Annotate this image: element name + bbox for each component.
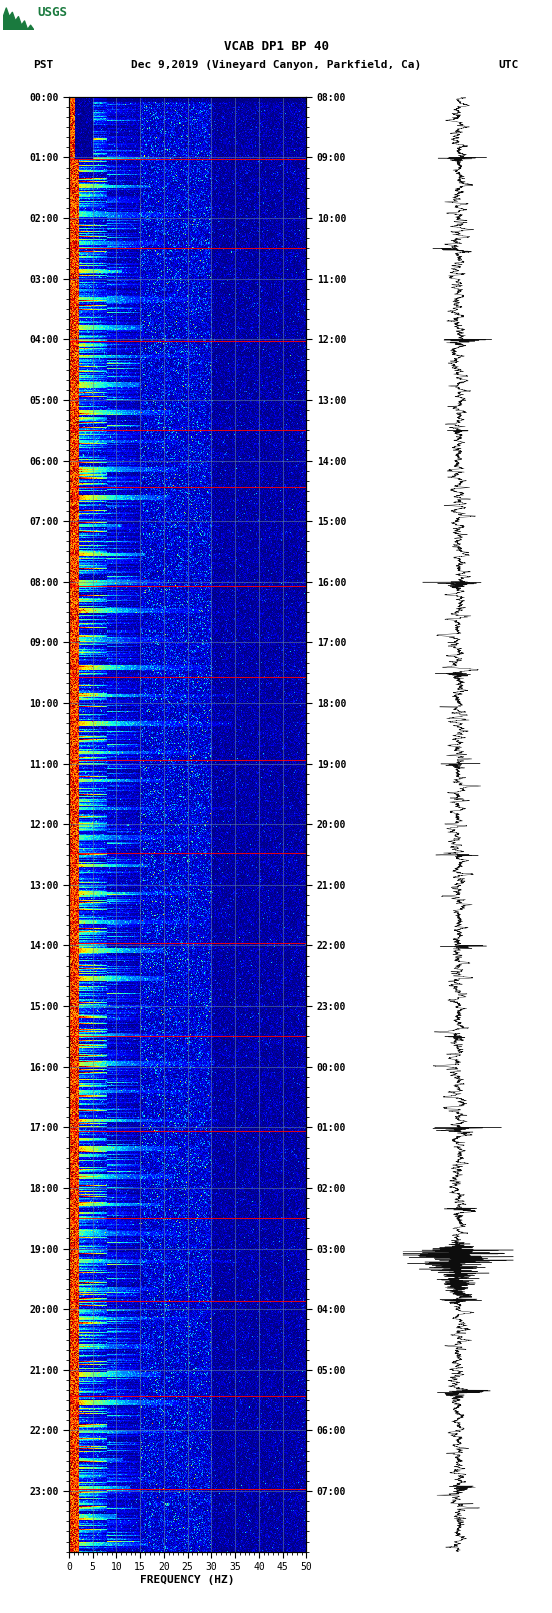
X-axis label: FREQUENCY (HZ): FREQUENCY (HZ) xyxy=(140,1574,235,1586)
Text: UTC: UTC xyxy=(498,60,519,69)
Text: Dec 9,2019 (Vineyard Canyon, Parkfield, Ca): Dec 9,2019 (Vineyard Canyon, Parkfield, … xyxy=(131,60,421,69)
Text: VCAB DP1 BP 40: VCAB DP1 BP 40 xyxy=(224,40,328,53)
Text: PST: PST xyxy=(33,60,54,69)
Text: USGS: USGS xyxy=(38,6,67,19)
